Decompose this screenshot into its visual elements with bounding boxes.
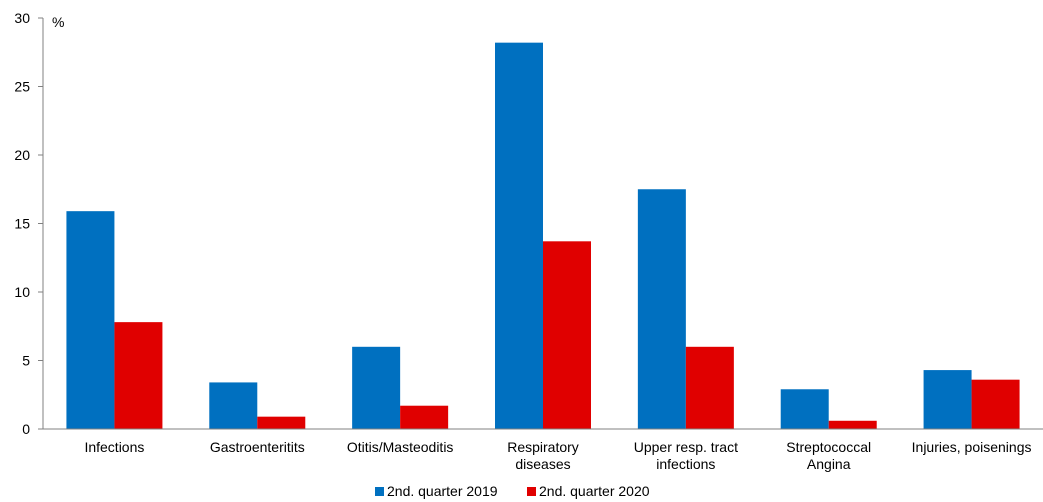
category-label-line: Upper resp. tract bbox=[634, 439, 738, 455]
category-label: Streptococcal Angina bbox=[786, 439, 871, 472]
bar-series-1-category-1 bbox=[257, 416, 306, 429]
y-axis-ticks: 0 5 10 15 20 25 30 bbox=[14, 10, 43, 437]
y-tick-label: 0 bbox=[22, 421, 30, 437]
legend-swatch bbox=[375, 487, 384, 496]
category-label-line: Streptococcal bbox=[786, 439, 871, 455]
bar-series-0-category-1 bbox=[209, 382, 258, 429]
bar-series-1-category-0 bbox=[114, 322, 163, 429]
y-tick-label: 20 bbox=[14, 147, 30, 163]
bar-series-0-category-4 bbox=[637, 189, 686, 429]
y-tick-label: 25 bbox=[14, 79, 30, 95]
bar-series-1-category-4 bbox=[685, 346, 734, 429]
bar-series-1-category-3 bbox=[543, 241, 591, 429]
legend-label: 2nd. quarter 2019 bbox=[387, 483, 498, 499]
y-tick-label: 15 bbox=[14, 216, 30, 232]
bar-series-0-category-2 bbox=[352, 346, 401, 429]
category-label: Gastroenteritits bbox=[210, 439, 305, 455]
y-tick-label: 10 bbox=[14, 284, 30, 300]
bar-series-1-category-5 bbox=[828, 420, 877, 429]
legend: 2nd. quarter 2019 2nd. quarter 2020 bbox=[375, 483, 650, 499]
y-tick-label: 30 bbox=[14, 10, 30, 26]
category-label: Otitis/Masteoditis bbox=[347, 439, 454, 455]
category-label-line: Otitis/Masteoditis bbox=[347, 439, 454, 455]
legend-swatch bbox=[527, 487, 536, 496]
category-label-line: infections bbox=[656, 456, 715, 472]
category-label-line: diseases bbox=[515, 456, 570, 472]
category-label: Respiratory diseases bbox=[507, 439, 579, 472]
y-axis-unit-label: % bbox=[52, 14, 64, 30]
bar-series-0-category-0 bbox=[66, 211, 115, 429]
category-label-line: Angina bbox=[807, 456, 851, 472]
bars bbox=[66, 42, 1020, 429]
bar-series-1-category-2 bbox=[400, 405, 449, 429]
bar-series-0-category-3 bbox=[495, 42, 543, 429]
bar-series-0-category-6 bbox=[923, 370, 972, 429]
bar-series-1-category-6 bbox=[971, 379, 1020, 429]
category-label-line: Injuries, poisenings bbox=[912, 439, 1032, 455]
category-label: Infections bbox=[84, 439, 144, 455]
category-label-line: Infections bbox=[84, 439, 144, 455]
category-label-line: Respiratory bbox=[507, 439, 579, 455]
category-label-line: Gastroenteritits bbox=[210, 439, 305, 455]
category-label: Injuries, poisenings bbox=[912, 439, 1032, 455]
legend-label: 2nd. quarter 2020 bbox=[539, 483, 650, 499]
category-label: Upper resp. tract infections bbox=[634, 439, 738, 472]
category-labels: Infections Gastroenteritits Otitis/Masteod… bbox=[84, 439, 1031, 472]
bar-series-0-category-5 bbox=[780, 389, 829, 429]
y-tick-label: 5 bbox=[22, 353, 30, 369]
